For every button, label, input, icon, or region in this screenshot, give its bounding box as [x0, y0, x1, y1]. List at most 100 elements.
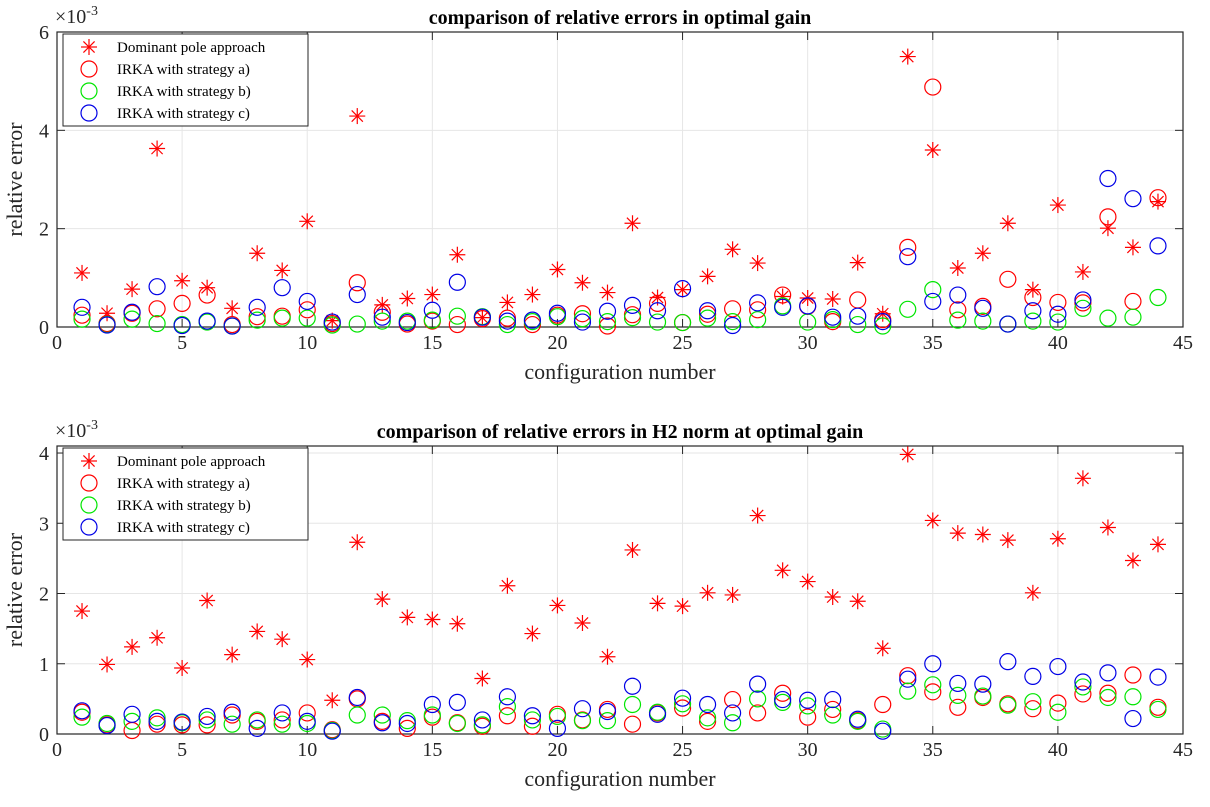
asterisk-stroke [851, 256, 864, 269]
data-point-circle [899, 682, 917, 700]
data-point-circle [774, 690, 792, 709]
data-point-circle [548, 719, 567, 737]
data-point-asterisk [649, 595, 666, 612]
x-tick-label: 25 [673, 332, 693, 354]
data-point-circle [1149, 189, 1167, 207]
data-point-circle [373, 714, 391, 732]
asterisk-stroke [551, 599, 564, 612]
asterisk-stroke [951, 527, 964, 540]
data-point-circle [874, 317, 892, 335]
asterisk-stroke [501, 579, 514, 592]
data-point-asterisk [374, 591, 391, 608]
asterisk-stroke [726, 243, 739, 256]
asterisk-stroke [576, 616, 589, 630]
asterisk-stroke [201, 594, 214, 607]
data-point-circle [598, 302, 617, 320]
data-point-asterisk [999, 215, 1016, 232]
data-point-asterisk [474, 670, 491, 687]
data-point-asterisk [249, 623, 266, 640]
data-point-asterisk [799, 573, 816, 590]
data-point-circle [1149, 237, 1167, 255]
data-point-circle [1049, 293, 1067, 312]
data-point-asterisk [949, 260, 966, 276]
data-point-asterisk [299, 651, 316, 668]
data-point-circle [1049, 657, 1067, 676]
asterisk-stroke [401, 292, 414, 305]
data-point-circle [148, 314, 166, 333]
data-point-circle [198, 312, 216, 330]
data-point-circle [949, 311, 967, 329]
data-point-asterisk [374, 296, 391, 313]
data-point-circle [498, 688, 516, 706]
data-point-circle [698, 712, 717, 730]
data-point-circle [1024, 693, 1042, 711]
asterisk-stroke [101, 658, 114, 671]
data-point-circle [698, 309, 717, 327]
data-point-asterisk [574, 615, 591, 632]
asterisk-stroke [526, 627, 539, 640]
asterisk-stroke [1101, 521, 1114, 534]
data-point-circle [924, 683, 942, 701]
data-point-asterisk [449, 615, 466, 632]
data-point-circle [123, 303, 141, 321]
data-point-circle [523, 717, 542, 735]
data-point-circle [824, 690, 842, 709]
asterisk-stroke [451, 248, 464, 261]
legend-label: IRKA with strategy c) [117, 106, 250, 122]
asterisk-stroke [776, 564, 789, 577]
legend-item-2: IRKA with strategy a) [80, 474, 250, 492]
legend-label: IRKA with strategy b) [117, 498, 251, 514]
asterisk-stroke [1051, 532, 1064, 545]
x-tick-label: 40 [1048, 332, 1068, 354]
data-point-circle [348, 274, 366, 292]
data-point-circle [148, 712, 166, 730]
data-point-asterisk [349, 534, 366, 551]
asterisk-stroke [1126, 241, 1139, 254]
asterisk-stroke [351, 110, 364, 123]
data-point-circle [924, 676, 942, 694]
data-point-circle [1124, 190, 1142, 208]
asterisk-stroke [326, 694, 339, 707]
legend-item-2: IRKA with strategy a) [80, 60, 250, 78]
data-point-circle [123, 705, 141, 723]
asterisk-stroke [301, 215, 314, 228]
data-point-circle [523, 711, 542, 729]
data-point-circle [999, 653, 1017, 671]
y-tick-label: 2 [39, 219, 49, 241]
data-point-asterisk [924, 142, 941, 158]
data-point-circle [1099, 664, 1117, 682]
data-point-circle [298, 712, 316, 730]
plot-frame [56, 445, 1184, 735]
data-point-asterisk [724, 241, 741, 258]
data-point-circle [749, 311, 767, 329]
data-point-circle [123, 310, 141, 328]
data-point-circle [148, 709, 166, 727]
data-point-circle [723, 316, 742, 335]
data-point-circle [999, 696, 1017, 714]
data-point-circle [723, 714, 742, 732]
data-point-circle [698, 305, 717, 323]
y-tick-label: 2 [39, 584, 49, 606]
series-4 [73, 169, 1167, 335]
asterisk-stroke [751, 509, 764, 522]
data-point-circle [749, 301, 767, 319]
data-point-asterisk [124, 281, 141, 298]
legend-marker-circle [80, 104, 98, 122]
data-point-circle [323, 313, 341, 331]
data-point-circle [824, 700, 842, 719]
data-point-circle [1149, 700, 1167, 719]
data-point-circle [999, 315, 1017, 333]
data-point-circle [949, 674, 967, 693]
data-point-asterisk [1074, 263, 1091, 280]
asterisk-stroke [251, 247, 264, 260]
data-point-circle [974, 299, 992, 317]
data-point-asterisk [199, 592, 216, 609]
data-point-circle [423, 706, 441, 724]
data-point-circle [623, 296, 642, 314]
data-point-circle [298, 292, 316, 311]
data-point-circle [999, 695, 1017, 713]
data-point-circle [173, 294, 191, 312]
x-tick-label: 15 [422, 332, 442, 354]
legend-label: Dominant pole approach [117, 454, 266, 470]
data-point-circle [648, 705, 667, 723]
